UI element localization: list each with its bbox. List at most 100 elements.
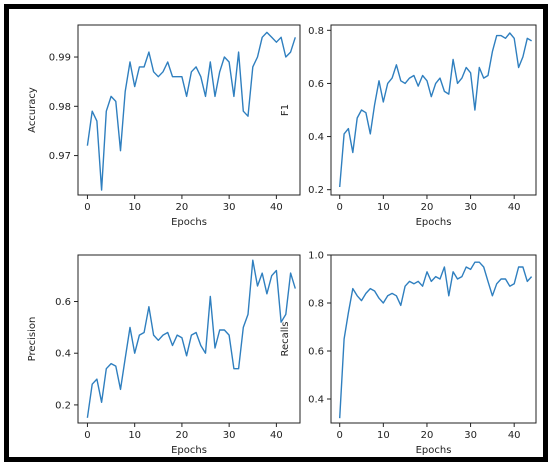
axes-frame bbox=[77, 24, 301, 196]
data-point bbox=[365, 293, 366, 294]
data-point bbox=[196, 332, 197, 333]
data-point bbox=[205, 353, 206, 354]
data-point bbox=[162, 71, 163, 72]
data-point bbox=[295, 288, 296, 289]
data-point bbox=[461, 78, 462, 79]
data-point bbox=[106, 368, 107, 369]
data-point bbox=[470, 72, 471, 73]
data-point bbox=[285, 314, 286, 315]
series-line bbox=[339, 261, 533, 419]
x-tick-label: 40 bbox=[270, 430, 283, 441]
data-point bbox=[290, 273, 291, 274]
data-point bbox=[492, 51, 493, 52]
data-point bbox=[214, 347, 215, 348]
data-point bbox=[101, 402, 102, 403]
data-point bbox=[531, 40, 532, 41]
x-tick-label: 10 bbox=[377, 202, 390, 213]
data-point bbox=[370, 288, 371, 289]
data-point bbox=[357, 295, 358, 296]
series-line bbox=[86, 259, 296, 418]
data-point bbox=[431, 281, 432, 282]
data-point bbox=[418, 281, 419, 282]
data-point bbox=[396, 295, 397, 296]
data-point bbox=[252, 260, 253, 261]
data-point bbox=[224, 56, 225, 57]
x-tick-label: 30 bbox=[223, 202, 236, 213]
data-point bbox=[422, 75, 423, 76]
data-point bbox=[148, 306, 149, 307]
x-tick-label: 40 bbox=[508, 202, 521, 213]
x-tick-label: 30 bbox=[464, 430, 477, 441]
data-point bbox=[496, 283, 497, 284]
axes-frame bbox=[77, 254, 301, 424]
x-tick-label: 20 bbox=[176, 430, 189, 441]
data-point bbox=[453, 271, 454, 272]
series-line bbox=[339, 32, 532, 188]
panel-2: 0 10 20 30 40 0.2 0.4 0.6 Epochs Precision bbox=[27, 254, 301, 456]
data-point bbox=[392, 293, 393, 294]
data-point bbox=[396, 64, 397, 65]
data-point bbox=[120, 150, 121, 151]
data-point bbox=[205, 96, 206, 97]
data-point bbox=[466, 67, 467, 68]
data-point bbox=[111, 96, 112, 97]
axes-frame bbox=[330, 24, 537, 196]
data-point bbox=[370, 133, 371, 134]
x-tick-label: 40 bbox=[508, 430, 521, 441]
data-point bbox=[252, 66, 253, 67]
data-point bbox=[439, 78, 440, 79]
data-point bbox=[158, 76, 159, 77]
x-tick-label: 0 bbox=[337, 430, 343, 441]
data-point bbox=[210, 61, 211, 62]
data-point bbox=[266, 32, 267, 33]
data-point bbox=[483, 266, 484, 267]
data-point bbox=[162, 335, 163, 336]
data-point bbox=[527, 281, 528, 282]
data-point bbox=[139, 335, 140, 336]
data-point bbox=[243, 111, 244, 112]
data-point bbox=[106, 111, 107, 112]
data-point bbox=[181, 76, 182, 77]
x-tick-label: 10 bbox=[128, 202, 141, 213]
data-point bbox=[177, 76, 178, 77]
data-point bbox=[453, 59, 454, 60]
data-point bbox=[285, 56, 286, 57]
data-point bbox=[409, 281, 410, 282]
panel-3: 0 10 20 30 40 0.4 0.6 0.8 1.0 Epochs Recalls bbox=[280, 251, 537, 456]
data-point bbox=[125, 91, 126, 92]
data-point bbox=[167, 332, 168, 333]
data-point bbox=[383, 101, 384, 102]
data-point bbox=[96, 379, 97, 380]
data-point bbox=[233, 368, 234, 369]
data-point bbox=[352, 288, 353, 289]
data-point bbox=[361, 300, 362, 301]
x-tick-label: 0 bbox=[84, 202, 90, 213]
data-point bbox=[172, 76, 173, 77]
y-tick-label: 0.8 bbox=[308, 299, 324, 310]
data-point bbox=[348, 128, 349, 129]
data-point bbox=[461, 276, 462, 277]
data-point bbox=[518, 266, 519, 267]
data-point bbox=[501, 35, 502, 36]
y-tick-label: 0.4 bbox=[55, 349, 71, 360]
data-point bbox=[276, 42, 277, 43]
data-point bbox=[148, 52, 149, 53]
data-point bbox=[129, 61, 130, 62]
data-point bbox=[509, 286, 510, 287]
data-point bbox=[426, 80, 427, 81]
data-point bbox=[92, 111, 93, 112]
x-tick-label: 10 bbox=[377, 430, 390, 441]
x-tick-label: 20 bbox=[421, 202, 434, 213]
data-point bbox=[243, 327, 244, 328]
data-point bbox=[457, 278, 458, 279]
data-point bbox=[374, 290, 375, 291]
data-point bbox=[224, 329, 225, 330]
data-point bbox=[474, 262, 475, 263]
y-tick-label: 0.98 bbox=[49, 102, 71, 113]
data-point bbox=[365, 112, 366, 113]
data-point bbox=[186, 96, 187, 97]
data-point bbox=[129, 327, 130, 328]
data-point bbox=[87, 145, 88, 146]
data-point bbox=[200, 76, 201, 77]
data-point bbox=[483, 78, 484, 79]
